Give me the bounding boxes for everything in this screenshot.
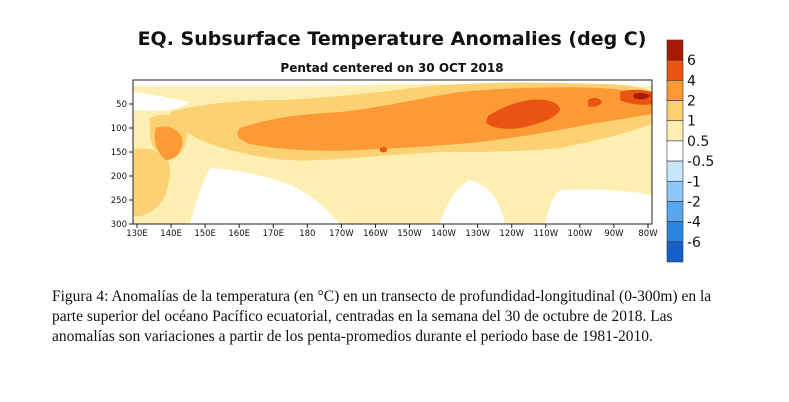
colorbar-swatch <box>666 221 684 243</box>
anomaly-region <box>634 92 650 100</box>
colorbar-swatch <box>666 140 684 162</box>
colorbar-label: -2 <box>687 194 701 210</box>
colorbar-label: 2 <box>687 94 696 110</box>
y-tick-label: 200 <box>111 172 127 182</box>
x-tick-label: 180 <box>299 229 315 239</box>
anomaly-fields <box>133 80 652 224</box>
colorbar-swatch <box>666 59 684 81</box>
anomaly-region <box>190 168 340 224</box>
colorbar-label: 4 <box>687 73 696 89</box>
x-axis: 130E 140E 150E 160E 170E 180 170W 160W 150W 140W 1… <box>126 224 658 239</box>
colorbar-swatch <box>666 80 684 101</box>
x-tick-label: 140W <box>431 229 456 239</box>
y-tick-label: 100 <box>111 124 127 134</box>
colorbar: 6 4 2 1 0.5 -0.5 -1 -2 -4 -6 <box>666 39 714 263</box>
colorbar-label: 6 <box>687 53 696 69</box>
anomaly-region <box>380 146 387 153</box>
anomaly-region <box>588 97 602 107</box>
anomaly-region <box>545 189 652 224</box>
x-tick-label: 170E <box>262 229 284 239</box>
x-tick-label: 150E <box>194 229 216 239</box>
x-tick-label: 140E <box>160 229 182 239</box>
colorbar-label: -0.5 <box>687 154 714 170</box>
colorbar-label: -1 <box>687 174 701 190</box>
x-tick-label: 90W <box>604 229 624 239</box>
x-tick-label: 120W <box>499 229 524 239</box>
colorbar-swatch <box>666 100 684 122</box>
x-tick-label: 170W <box>329 229 354 239</box>
x-tick-label: 130E <box>126 229 148 239</box>
y-tick-label: 250 <box>111 196 127 206</box>
colorbar-label: -4 <box>687 215 701 231</box>
colorbar-swatch <box>666 120 684 142</box>
x-tick-label: 130W <box>465 229 490 239</box>
colorbar-swatch <box>666 180 684 202</box>
x-tick-label: 110W <box>533 229 558 239</box>
anomaly-region <box>154 126 183 160</box>
x-tick-label: 160E <box>228 229 250 239</box>
figure-caption: Figura 4: Anomalías de la temperatura (e… <box>52 288 712 345</box>
colorbar-swatch <box>666 241 684 263</box>
y-axis: 50 100 150 200 250 300 <box>111 100 133 230</box>
x-tick-label: 80W <box>638 229 658 239</box>
x-tick-label: 100W <box>568 229 593 239</box>
anomaly-region <box>486 99 560 129</box>
anomaly-chart: EQ. Subsurface Temperature Anomalies (de… <box>111 28 714 263</box>
x-tick-label: 150W <box>397 229 422 239</box>
colorbar-swatch <box>666 201 684 222</box>
colorbar-swatch <box>666 160 684 182</box>
y-tick-label: 50 <box>116 100 127 110</box>
chart-subtitle: Pentad centered on 30 OCT 2018 <box>280 61 503 75</box>
colorbar-label: -6 <box>687 235 701 251</box>
x-tick-label: 160W <box>363 229 388 239</box>
colorbar-label: 1 <box>687 114 696 130</box>
plot-area <box>132 79 653 225</box>
chart-title: EQ. Subsurface Temperature Anomalies (de… <box>138 28 647 50</box>
colorbar-label: 0.5 <box>687 134 709 150</box>
colorbar-swatch <box>666 39 684 61</box>
anomaly-region <box>133 92 190 111</box>
anomaly-region <box>133 148 170 217</box>
anomaly-region <box>440 180 505 224</box>
y-tick-label: 150 <box>111 148 127 158</box>
y-tick-label: 300 <box>111 220 127 230</box>
